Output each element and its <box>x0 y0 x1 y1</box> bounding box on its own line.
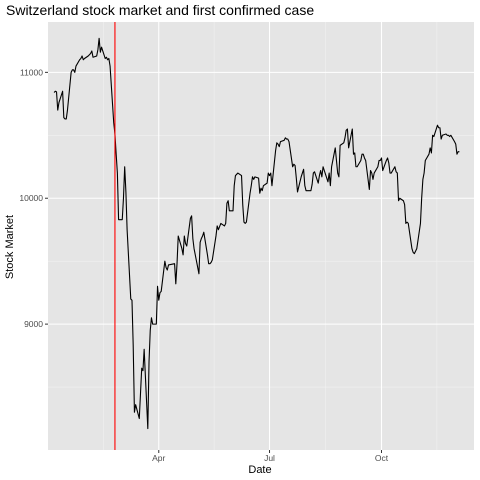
x-axis: Apr Jul Oct <box>152 450 389 463</box>
x-tick-label: Apr <box>152 453 165 463</box>
x-tick-label: Oct <box>375 453 389 463</box>
series-line-0 <box>53 37 460 430</box>
plot-panel <box>48 22 474 450</box>
y-axis: 9000 10000 11000 <box>19 67 48 329</box>
data-layer <box>53 22 460 450</box>
grid-minor <box>48 22 474 450</box>
x-axis-title: Date <box>248 464 271 476</box>
y-tick-label: 10000 <box>19 193 43 203</box>
chart-title: Switzerland stock market and first confi… <box>6 2 314 18</box>
y-tick-label: 11000 <box>20 67 43 77</box>
y-axis-title: Stock Market <box>4 215 16 279</box>
x-tick-label: Jul <box>264 453 275 463</box>
grid-major <box>48 22 474 450</box>
y-tick-label: 9000 <box>24 319 43 329</box>
